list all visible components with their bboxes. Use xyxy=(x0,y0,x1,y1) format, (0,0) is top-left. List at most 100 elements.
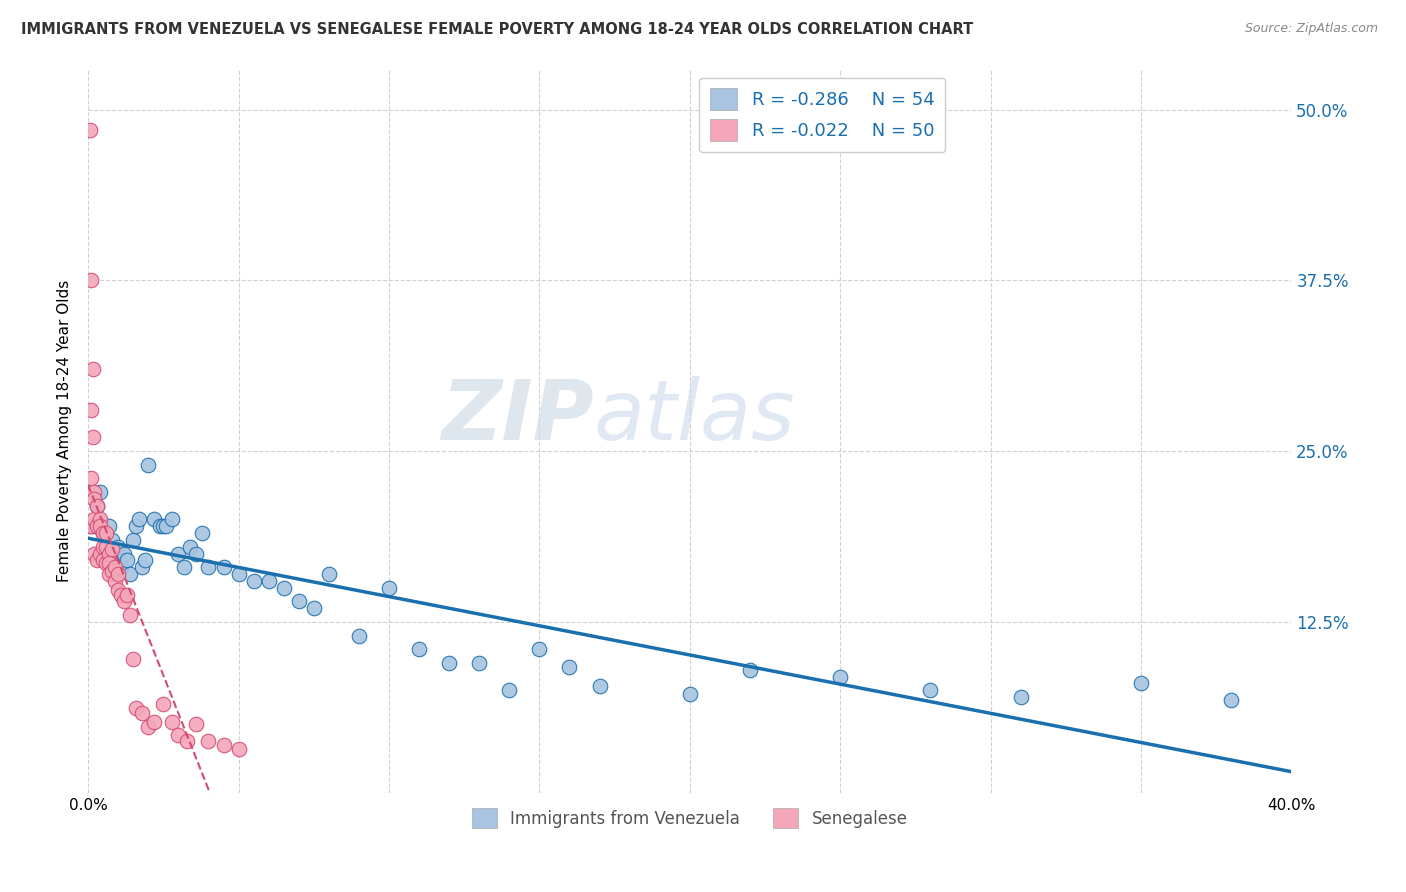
Point xyxy=(98,519,121,533)
Point xyxy=(117,553,139,567)
Point xyxy=(738,663,761,677)
Point xyxy=(83,547,105,561)
Point xyxy=(125,701,148,715)
Point xyxy=(529,642,551,657)
Point xyxy=(128,512,150,526)
Point xyxy=(107,567,129,582)
Point xyxy=(122,533,145,547)
Point xyxy=(679,687,702,701)
Point xyxy=(96,526,118,541)
Point xyxy=(136,458,159,472)
Point xyxy=(155,519,177,533)
Point xyxy=(131,560,153,574)
Point xyxy=(101,564,124,578)
Point xyxy=(83,519,105,533)
Y-axis label: Female Poverty Among 18-24 Year Olds: Female Poverty Among 18-24 Year Olds xyxy=(58,279,72,582)
Point xyxy=(89,519,111,533)
Point xyxy=(179,540,201,554)
Point xyxy=(167,728,190,742)
Point xyxy=(83,512,105,526)
Point xyxy=(131,706,153,721)
Point xyxy=(117,588,139,602)
Point xyxy=(104,547,127,561)
Point xyxy=(101,533,124,547)
Point xyxy=(86,519,108,533)
Point xyxy=(110,560,132,574)
Point xyxy=(257,574,280,588)
Point xyxy=(96,540,118,554)
Point xyxy=(79,123,101,137)
Point xyxy=(86,499,108,513)
Point xyxy=(162,714,184,729)
Point xyxy=(212,560,235,574)
Point xyxy=(107,583,129,598)
Point xyxy=(80,273,103,287)
Point xyxy=(152,519,174,533)
Point xyxy=(191,526,214,541)
Point xyxy=(79,519,101,533)
Point xyxy=(558,660,581,674)
Point xyxy=(212,738,235,752)
Point xyxy=(104,574,127,588)
Point xyxy=(186,717,208,731)
Point xyxy=(152,697,174,711)
Point xyxy=(101,542,124,557)
Point xyxy=(273,581,295,595)
Text: atlas: atlas xyxy=(593,376,796,457)
Point xyxy=(134,553,156,567)
Point xyxy=(89,547,111,561)
Point xyxy=(80,403,103,417)
Point xyxy=(136,720,159,734)
Point xyxy=(378,581,401,595)
Point xyxy=(91,526,114,541)
Point xyxy=(920,683,942,698)
Point xyxy=(112,594,135,608)
Point xyxy=(167,547,190,561)
Point xyxy=(408,642,430,657)
Legend: Immigrants from Venezuela, Senegalese: Immigrants from Venezuela, Senegalese xyxy=(465,801,914,835)
Point xyxy=(468,656,491,670)
Point xyxy=(96,556,118,570)
Point xyxy=(89,485,111,500)
Text: IMMIGRANTS FROM VENEZUELA VS SENEGALESE FEMALE POVERTY AMONG 18-24 YEAR OLDS COR: IMMIGRANTS FROM VENEZUELA VS SENEGALESE … xyxy=(21,22,973,37)
Point xyxy=(91,540,114,554)
Point xyxy=(80,519,103,533)
Point xyxy=(125,519,148,533)
Point xyxy=(498,683,520,698)
Point xyxy=(143,714,166,729)
Point xyxy=(98,567,121,582)
Point xyxy=(176,733,198,747)
Point xyxy=(1129,676,1152,690)
Point xyxy=(242,574,264,588)
Point xyxy=(82,362,104,376)
Point xyxy=(86,499,108,513)
Point xyxy=(98,556,121,570)
Point xyxy=(302,601,325,615)
Point xyxy=(96,540,118,554)
Point xyxy=(91,526,114,541)
Point xyxy=(588,679,610,693)
Point xyxy=(162,512,184,526)
Point xyxy=(104,560,127,574)
Point xyxy=(437,656,460,670)
Point xyxy=(1010,690,1032,704)
Text: Source: ZipAtlas.com: Source: ZipAtlas.com xyxy=(1244,22,1378,36)
Point xyxy=(107,540,129,554)
Point xyxy=(197,733,219,747)
Point xyxy=(173,560,195,574)
Point xyxy=(110,588,132,602)
Point xyxy=(1220,692,1243,706)
Point xyxy=(98,547,121,561)
Point xyxy=(82,430,104,444)
Point xyxy=(228,742,250,756)
Point xyxy=(143,512,166,526)
Text: ZIP: ZIP xyxy=(441,376,593,457)
Point xyxy=(120,567,142,582)
Point xyxy=(318,567,340,582)
Point xyxy=(89,512,111,526)
Point xyxy=(83,491,105,506)
Point xyxy=(83,485,105,500)
Point xyxy=(830,669,852,683)
Point xyxy=(287,594,309,608)
Point xyxy=(91,553,114,567)
